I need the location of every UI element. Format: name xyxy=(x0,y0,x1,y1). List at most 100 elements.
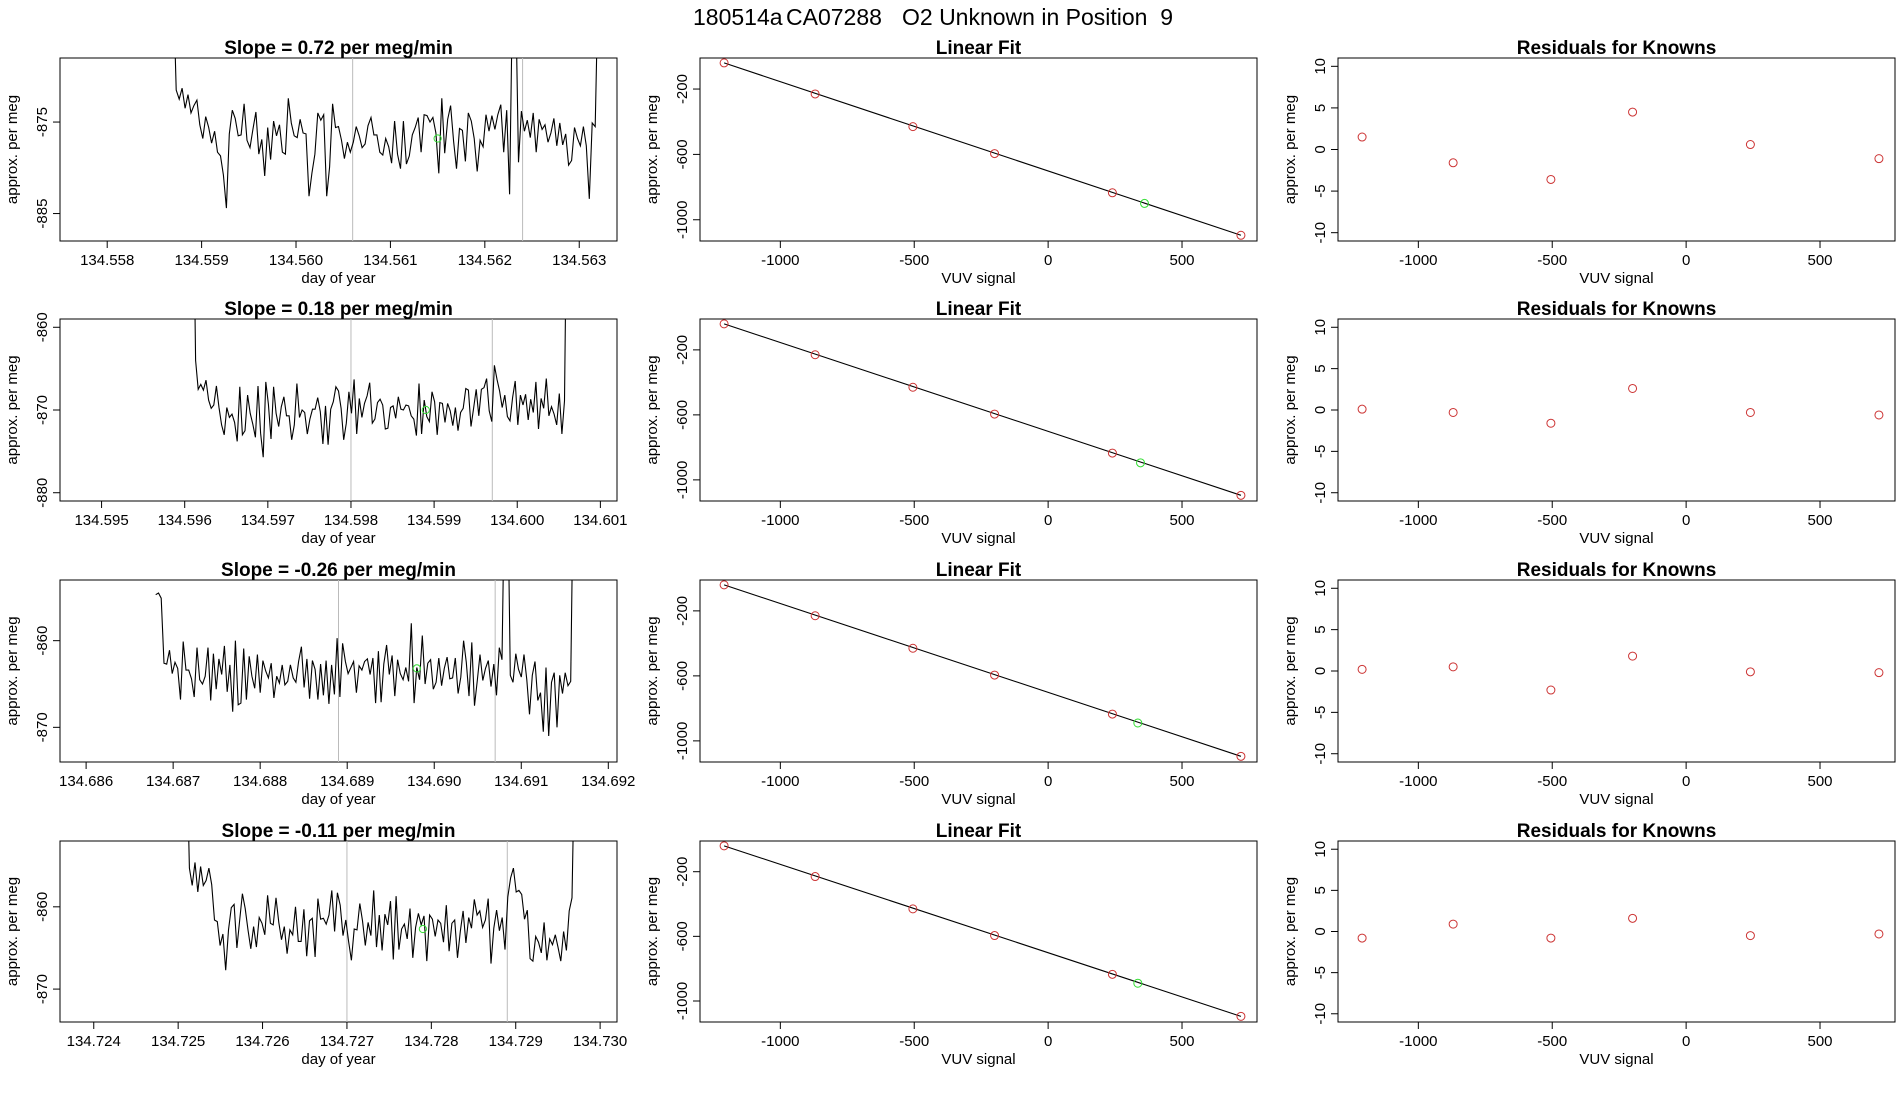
panel-3-1: Slope = -0.26 per meg/min 134.686 134.687 1… xyxy=(4,560,635,808)
y-axis-label: approx. per meg xyxy=(1282,616,1299,725)
known-point xyxy=(719,841,729,851)
y-tick-label: -870 xyxy=(34,395,51,425)
known-point xyxy=(1874,668,1884,678)
panel-title: Slope = -0.26 per meg/min xyxy=(221,560,456,581)
x-tick-label: -1000 xyxy=(1399,773,1437,790)
y-axis-label: approx. per meg xyxy=(644,95,661,204)
known-point xyxy=(1546,933,1556,943)
plot-frame xyxy=(1337,318,1896,502)
y-tick-label: 5 xyxy=(1312,886,1329,894)
x-tick-label: 134.596 xyxy=(158,512,212,529)
plot-area xyxy=(1357,107,1884,184)
panel-title: Residuals for Knowns xyxy=(1517,821,1717,842)
known-point xyxy=(908,382,918,392)
panel-title: Linear Fit xyxy=(936,560,1022,581)
known-point xyxy=(810,611,820,621)
known-point xyxy=(1628,913,1638,923)
x-tick-label: 134.728 xyxy=(404,1033,458,1050)
x-axis-label: VUV signal xyxy=(941,270,1015,287)
x-tick-label: -500 xyxy=(899,252,929,269)
x-tick-label: 134.691 xyxy=(494,773,548,790)
fit-line xyxy=(723,62,1242,236)
y-tick-label: -870 xyxy=(34,974,51,1004)
panel-title: Residuals for Knowns xyxy=(1517,299,1717,320)
known-point xyxy=(1357,664,1367,674)
y-tick-label: 5 xyxy=(1312,625,1329,633)
y-axis-label: approx. per meg xyxy=(644,616,661,725)
plot-frame xyxy=(59,57,618,242)
known-point xyxy=(1107,969,1117,979)
x-axis-label: VUV signal xyxy=(1579,1051,1653,1068)
x-tick-label: 134.561 xyxy=(363,252,417,269)
x-tick-label: 134.692 xyxy=(581,773,635,790)
x-tick-label: 134.598 xyxy=(324,512,378,529)
y-tick-label: -860 xyxy=(34,892,51,922)
known-point xyxy=(1107,709,1117,719)
x-tick-label: 500 xyxy=(1808,1033,1833,1050)
unknown-point xyxy=(433,134,442,143)
x-tick-label: 500 xyxy=(1170,773,1195,790)
plot-area xyxy=(155,580,573,762)
x-tick-label: -500 xyxy=(1537,773,1567,790)
y-axis-label: approx. per meg xyxy=(1282,877,1299,986)
x-tick-label: 134.600 xyxy=(490,512,544,529)
y-tick-label: 0 xyxy=(1312,667,1329,675)
series-line xyxy=(188,841,574,971)
y-tick-label: -5 xyxy=(1312,706,1329,719)
known-point xyxy=(1546,418,1556,428)
known-point xyxy=(1107,188,1117,198)
known-point xyxy=(990,149,1000,159)
unknown-point xyxy=(412,664,421,673)
y-axis-label: approx. per meg xyxy=(4,355,21,464)
plot-area xyxy=(174,58,598,241)
panel-3-2: Linear Fit -1000 -500 0 500 -200 -600 -1000 VUV … xyxy=(644,560,1258,808)
y-tick-label: -885 xyxy=(34,199,51,229)
x-tick-label: -1000 xyxy=(1399,252,1437,269)
plot-frame xyxy=(59,840,618,1023)
known-point xyxy=(1236,230,1246,240)
y-tick-label: 5 xyxy=(1312,364,1329,372)
y-tick-label: -860 xyxy=(34,626,51,656)
y-tick-label: -200 xyxy=(674,596,691,626)
x-axis-label: day of year xyxy=(301,1051,375,1068)
fit-line xyxy=(723,323,1242,496)
x-tick-label: -1000 xyxy=(761,512,799,529)
x-axis-label: VUV signal xyxy=(1579,270,1653,287)
x-tick-label: 0 xyxy=(1044,252,1052,269)
x-tick-label: 134.725 xyxy=(151,1033,205,1050)
known-point xyxy=(1236,751,1246,761)
x-tick-label: 134.686 xyxy=(59,773,113,790)
x-tick-label: 134.563 xyxy=(552,252,606,269)
x-tick-label: 0 xyxy=(1682,1033,1690,1050)
plot-area xyxy=(719,58,1246,240)
y-tick-label: 10 xyxy=(1312,841,1329,858)
plot-area xyxy=(719,580,1246,761)
known-point xyxy=(719,580,729,590)
x-tick-label: 0 xyxy=(1044,1033,1052,1050)
x-tick-label: -1000 xyxy=(1399,512,1437,529)
x-tick-label: 134.559 xyxy=(174,252,228,269)
unknown-point xyxy=(1136,458,1146,468)
x-axis-label: VUV signal xyxy=(941,791,1015,808)
known-point xyxy=(1745,407,1755,417)
y-tick-label: -600 xyxy=(674,139,691,169)
y-tick-label: -10 xyxy=(1312,1003,1329,1025)
known-point xyxy=(990,670,1000,680)
x-tick-label: 134.690 xyxy=(407,773,461,790)
series-line xyxy=(155,580,573,737)
x-tick-label: 0 xyxy=(1044,773,1052,790)
panel-4-1: Slope = -0.11 per meg/min 134.724 134.725 1… xyxy=(4,821,627,1068)
y-tick-label: -880 xyxy=(34,478,51,508)
y-tick-label: 10 xyxy=(1312,319,1329,336)
unknown-point xyxy=(1140,198,1150,208)
known-point xyxy=(1357,404,1367,414)
y-axis-label: approx. per meg xyxy=(644,355,661,464)
panel-title: Linear Fit xyxy=(936,821,1022,842)
plot-area xyxy=(194,319,566,501)
unknown-point xyxy=(421,405,430,415)
x-tick-label: -500 xyxy=(899,773,929,790)
panel-1-2: Linear Fit -1000 -500 0 500 -200 -600 -1000 VUV … xyxy=(644,38,1258,287)
x-axis-label: VUV signal xyxy=(941,530,1015,547)
x-tick-label: -1000 xyxy=(761,773,799,790)
